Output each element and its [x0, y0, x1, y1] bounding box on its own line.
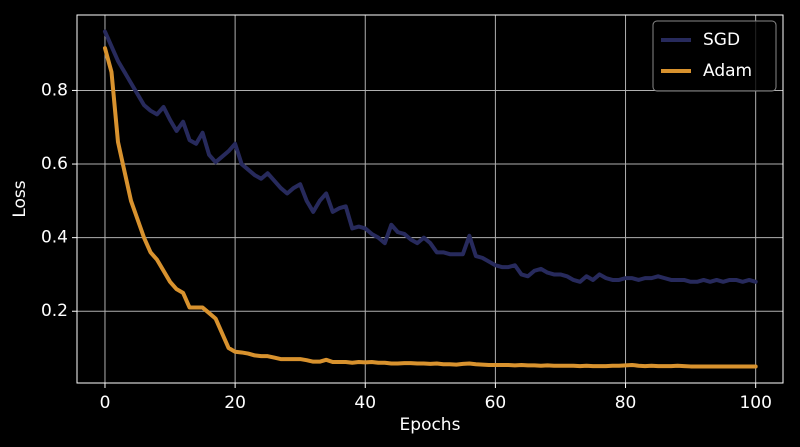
- x-tick-label: 20: [224, 393, 246, 413]
- y-tick-label: 0.8: [41, 80, 68, 100]
- line: [102, 29, 758, 284]
- x-tick-label: 40: [354, 393, 376, 413]
- x-tick-label: 60: [485, 393, 507, 413]
- plot-frame: [76, 14, 784, 384]
- y-tick-label: 0.4: [41, 228, 68, 248]
- y-axis-label: Loss: [10, 180, 30, 217]
- line: [102, 46, 758, 369]
- x-tick-label: 100: [739, 393, 771, 413]
- x-tick-label: 0: [100, 393, 111, 413]
- y-tick-label: 0.6: [41, 154, 68, 174]
- legend-label: SGD: [703, 30, 740, 50]
- legend-label: Adam: [703, 61, 752, 81]
- y-tick-label: 0.2: [41, 301, 68, 321]
- x-axis-label: Epochs: [400, 415, 461, 435]
- x-tick-label: 80: [615, 393, 637, 413]
- legend: SGD Adam: [652, 20, 777, 92]
